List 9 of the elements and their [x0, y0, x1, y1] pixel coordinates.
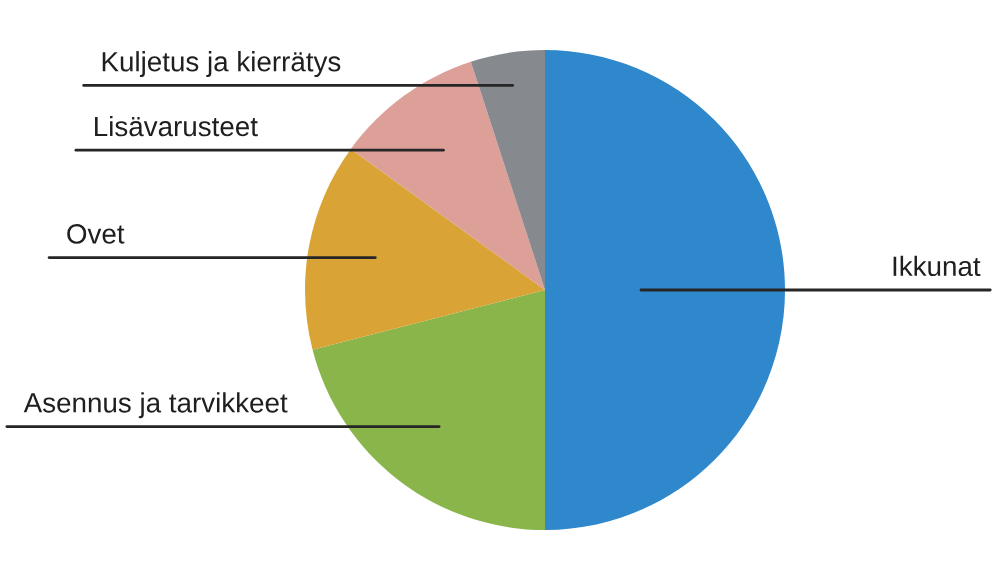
slice-label: Lisävarusteet — [95, 115, 258, 137]
pie-slice — [545, 50, 785, 530]
slice-label: Ovet — [67, 224, 125, 244]
pie-slice — [470, 50, 545, 290]
slice-label: Asennus ja tarvikkeet — [23, 392, 288, 419]
pie-slice — [350, 61, 545, 290]
slice-label: Ikkunat — [893, 255, 981, 277]
slice-label: Kuljetus ja kierrätys — [102, 51, 341, 77]
pie-slice — [312, 290, 545, 530]
